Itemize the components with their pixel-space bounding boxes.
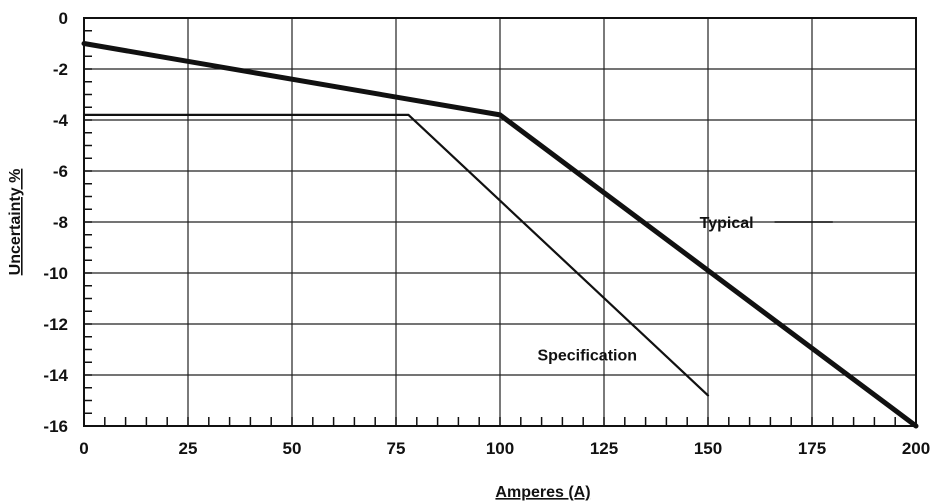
x-tick-label: 150 [694, 439, 722, 458]
y-tick-label: -4 [53, 111, 69, 130]
y-tick-label: 0 [59, 9, 68, 28]
y-tick-label: -12 [43, 315, 68, 334]
plot-frame [83, 17, 917, 427]
specification-annotation: Specification [537, 348, 637, 365]
y-tick-label: -16 [43, 417, 68, 436]
minor-ticks [84, 30, 896, 426]
x-axis-title: Amperes (A) [495, 484, 590, 501]
x-tick-label: 200 [902, 439, 930, 458]
series-group [81, 41, 919, 429]
x-tick-label: 75 [387, 439, 406, 458]
y-tick-label: -8 [53, 213, 68, 232]
y-tick-label: -2 [53, 60, 68, 79]
x-tick-label: 175 [798, 439, 826, 458]
x-tick-label: 100 [486, 439, 514, 458]
x-tick-label: 25 [179, 439, 198, 458]
y-axis-title: Uncertainty % [7, 169, 24, 276]
y-tick-labels: 0 -2 -4 -6 -8 -10 -12 -14 -16 [43, 9, 68, 436]
annotations: Typical Specification [537, 215, 833, 365]
series-line-typical [81, 41, 919, 429]
y-tick-label: -10 [43, 264, 68, 283]
x-tick-label: 50 [283, 439, 302, 458]
y-tick-label: -14 [43, 366, 68, 385]
x-tick-label: 125 [590, 439, 618, 458]
typical-annotation: Typical [700, 215, 754, 232]
x-tick-labels: 0 25 50 75 100 125 150 175 200 [79, 439, 930, 458]
y-tick-label: -6 [53, 162, 68, 181]
series-line-specification [82, 113, 710, 397]
x-tick-label: 0 [79, 439, 88, 458]
